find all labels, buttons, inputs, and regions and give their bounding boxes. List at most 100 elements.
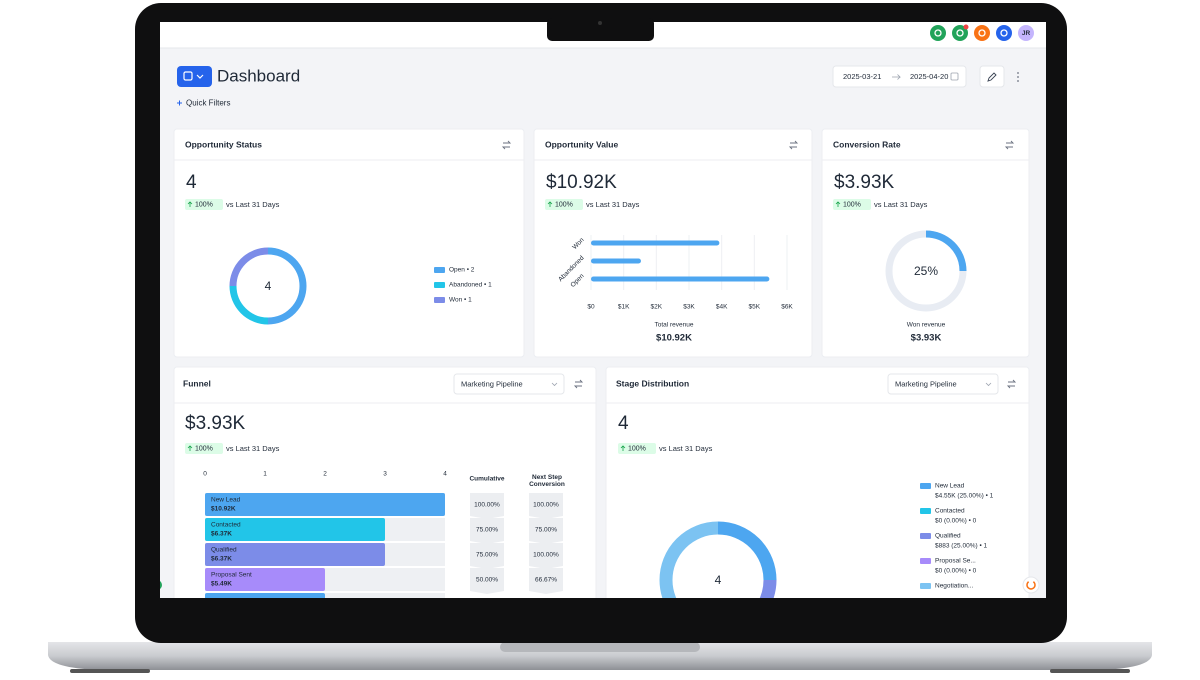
foot bbox=[1050, 669, 1130, 673]
widget-value: 4 bbox=[618, 413, 629, 434]
pipeline-name: Marketing Pipeline bbox=[461, 379, 523, 388]
stage-name: New Lead bbox=[211, 497, 241, 504]
help-button[interactable] bbox=[996, 25, 1012, 41]
announce-button[interactable] bbox=[952, 25, 968, 41]
donut-segment bbox=[267, 247, 307, 325]
next-step-cell: 100.00% bbox=[533, 502, 559, 509]
page-title: Dashboard bbox=[217, 66, 300, 85]
legend-label: Negotiation... bbox=[935, 583, 973, 590]
stage-amount: $10.92K bbox=[211, 506, 236, 513]
calendar-icon bbox=[950, 72, 959, 81]
bar bbox=[591, 258, 641, 264]
pipeline-dropdown[interactable] bbox=[453, 373, 565, 395]
bar bbox=[591, 276, 770, 282]
swap-icon[interactable] bbox=[501, 140, 512, 150]
widget-title: Opportunity Value bbox=[545, 139, 618, 149]
change-value: 100% bbox=[195, 202, 213, 209]
legend-detail: $0 (0.00%) • 0 bbox=[935, 518, 977, 525]
cumulative-cell: 75.00% bbox=[476, 552, 498, 559]
comparison: vs Last 31 Days bbox=[226, 444, 280, 453]
table-cell bbox=[529, 518, 563, 544]
cumulative-cell: 50.00% bbox=[476, 577, 498, 584]
switcher-glyph bbox=[183, 71, 193, 81]
axis-label: Total revenue bbox=[654, 322, 693, 329]
gauge-caption: Won revenue bbox=[907, 322, 946, 329]
up-arrow bbox=[835, 201, 841, 207]
x-tick-label: $2K bbox=[651, 304, 663, 311]
pipeline-name: Marketing Pipeline bbox=[895, 379, 957, 388]
widget-title: Funnel bbox=[183, 378, 211, 388]
total-value: $10.92K bbox=[656, 333, 692, 344]
quick-filters[interactable]: Quick Filters bbox=[186, 99, 230, 108]
camera-notch bbox=[547, 18, 654, 41]
avatar[interactable] bbox=[1018, 25, 1034, 41]
edit-button[interactable] bbox=[979, 65, 1005, 88]
table-cell bbox=[470, 568, 504, 594]
x-tick-label: $0 bbox=[587, 304, 595, 311]
cumulative-cell: 75.00% bbox=[476, 527, 498, 534]
dashboard: JR Dashboard Quick Filters 2025-03-21 2025-0… bbox=[152, 22, 1046, 598]
date-arrow bbox=[892, 74, 901, 80]
column-header: Cumulative bbox=[469, 476, 504, 483]
widget-value: $3.93K bbox=[834, 172, 895, 193]
widget-title: Stage Distribution bbox=[616, 378, 689, 388]
funnel-bar bbox=[205, 543, 385, 566]
support-launcher[interactable] bbox=[1022, 576, 1040, 594]
up-arrow bbox=[620, 445, 626, 451]
plus-icon bbox=[177, 100, 182, 106]
swap-icon[interactable] bbox=[788, 140, 799, 150]
next-step-cell: 75.00% bbox=[535, 527, 557, 534]
pipeline-dropdown[interactable] bbox=[887, 373, 999, 395]
funnel-bar bbox=[205, 493, 445, 516]
date-to: 2025-04-20 bbox=[910, 72, 948, 81]
change-value: 100% bbox=[843, 202, 861, 209]
table-cell bbox=[470, 493, 504, 519]
chat-launcher[interactable] bbox=[152, 580, 162, 590]
change-badge bbox=[833, 199, 871, 210]
legend-swatch bbox=[920, 533, 931, 539]
notifications-button[interactable] bbox=[974, 25, 990, 41]
table-cell bbox=[470, 543, 504, 569]
pencil-icon bbox=[987, 72, 997, 82]
stage-amount: $5.49K bbox=[211, 581, 232, 588]
phone-button[interactable] bbox=[930, 25, 946, 41]
gauge-caption-value: $3.93K bbox=[911, 333, 942, 344]
change-value: 100% bbox=[628, 446, 646, 453]
x-tick-label: $1K bbox=[618, 304, 630, 311]
funnel-bar bbox=[205, 518, 385, 541]
stage-name: Qualified bbox=[211, 547, 237, 554]
stage-name: Proposal Sent bbox=[211, 572, 252, 579]
more-dot bbox=[1017, 72, 1019, 74]
stage-amount: $6.37K bbox=[211, 531, 232, 538]
comparison: vs Last 31 Days bbox=[586, 200, 640, 209]
dashboard-switcher[interactable] bbox=[177, 66, 212, 87]
swap-icon[interactable] bbox=[573, 379, 584, 389]
bar bbox=[591, 240, 720, 246]
up-arrow bbox=[547, 201, 553, 207]
change-value: 100% bbox=[555, 202, 573, 209]
column-header: Next Step Conversion bbox=[529, 474, 565, 489]
swap-icon[interactable] bbox=[1004, 140, 1015, 150]
date-from: 2025-03-21 bbox=[843, 72, 881, 81]
change-badge bbox=[545, 199, 583, 210]
donut-segment bbox=[229, 247, 269, 287]
icon-glyph bbox=[1000, 29, 1008, 37]
funnel-bar bbox=[205, 593, 325, 598]
more-dot bbox=[1017, 80, 1019, 82]
legend-swatch bbox=[920, 583, 931, 589]
gauge-arc bbox=[925, 230, 967, 272]
table-cell bbox=[529, 493, 563, 519]
x-tick-label: 0 bbox=[203, 471, 207, 478]
legend-label: Won • 1 bbox=[449, 297, 472, 304]
legend-swatch bbox=[434, 282, 445, 288]
legend-label: Abandoned • 1 bbox=[449, 282, 492, 289]
legend-label: Qualified bbox=[935, 533, 961, 540]
widget-value: 4 bbox=[186, 172, 197, 193]
support-logo bbox=[1026, 581, 1036, 590]
donut-segment bbox=[759, 579, 777, 598]
swap-icon[interactable] bbox=[1006, 379, 1017, 389]
laptop-base bbox=[48, 642, 1152, 670]
legend-detail: $4.55K (25.00%) • 1 bbox=[935, 493, 994, 500]
